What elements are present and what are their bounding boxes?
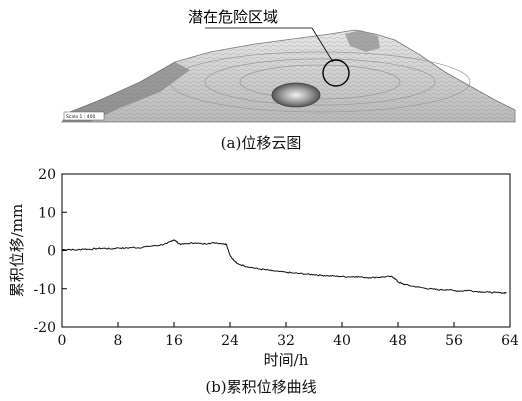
- x-tick-label: 24: [221, 333, 239, 349]
- contour-ring: [204, 58, 436, 106]
- contour-ring: [239, 64, 401, 100]
- scale-bar-text: Scale 1 : 400: [66, 114, 96, 120]
- x-tick-label: 0: [58, 333, 67, 349]
- annotation-text: 潜在危险区域: [188, 8, 278, 26]
- figure-b-caption: (b)累积位移曲线: [205, 378, 317, 396]
- x-tick-label: 40: [333, 333, 351, 349]
- displacement-cloud-map: 潜在危险区域 Scale 1 : 400: [61, 8, 516, 123]
- scale-bar-box: [63, 111, 105, 121]
- y-tick-label: 0: [47, 244, 56, 260]
- plot-frame: [61, 173, 511, 328]
- summit-shading: [345, 30, 380, 52]
- x-tick-label: 48: [389, 333, 407, 349]
- danger-zone-circle: [322, 59, 350, 87]
- contour-ring: [169, 51, 471, 113]
- x-tick-label: 16: [165, 333, 183, 349]
- terrain-contours: [62, 30, 515, 122]
- y-tick-label: -20: [33, 320, 56, 336]
- cumulative-displacement-chart: 0 8 16 24 32 40 48 56 64 -20 -10 0 10 20 时间/h 累积位移/mm: [8, 167, 519, 369]
- left-slope-shading: [62, 62, 190, 122]
- figure-a-caption: (a)位移云图: [220, 134, 302, 152]
- annotation-leader-arrow: [311, 27, 334, 63]
- x-tick-label: 64: [501, 333, 519, 349]
- x-tick-label: 8: [114, 333, 123, 349]
- central-pit: [271, 82, 321, 108]
- y-tick-label: 10: [38, 205, 56, 221]
- y-tick-label: 20: [38, 167, 56, 183]
- y-tick-label: -10: [33, 282, 56, 298]
- series-line-0: [61, 239, 507, 295]
- x-tick-label: 56: [445, 333, 463, 349]
- x-axis-label: 时间/h: [264, 351, 309, 369]
- y-axis-label: 累积位移/mm: [8, 204, 26, 298]
- x-tick-label: 32: [277, 333, 295, 349]
